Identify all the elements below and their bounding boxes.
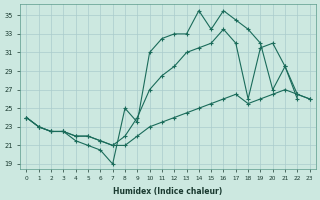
X-axis label: Humidex (Indice chaleur): Humidex (Indice chaleur) xyxy=(114,187,223,196)
